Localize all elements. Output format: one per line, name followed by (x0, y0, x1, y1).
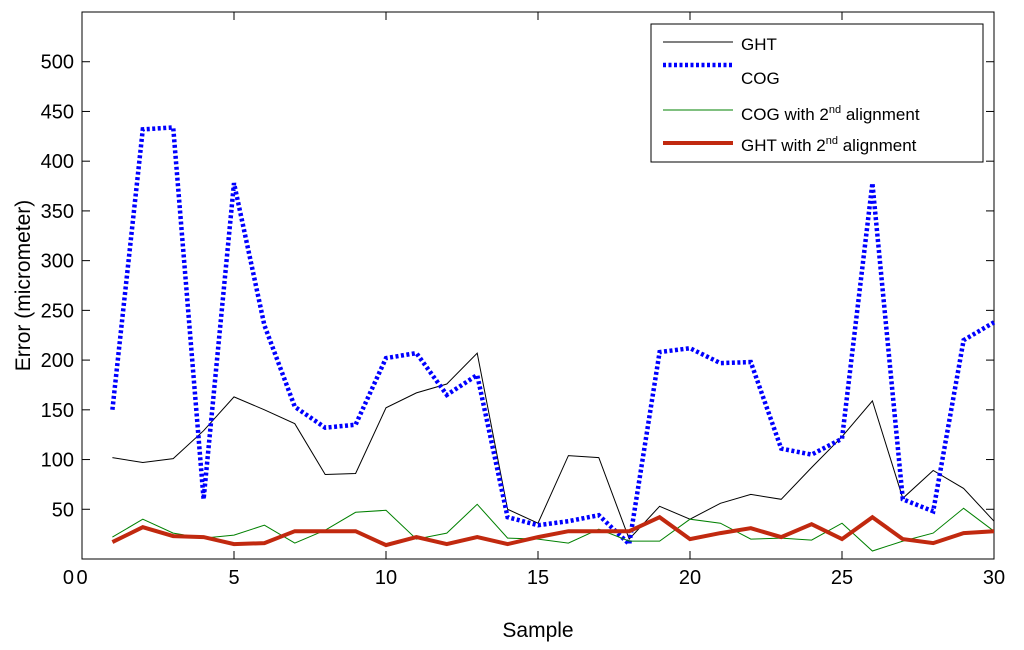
series-line-cog-with-2nd-alignment (112, 503, 995, 552)
y-tick-label: 200 (41, 350, 74, 372)
y-tick-label: 300 (41, 251, 74, 273)
legend-label: GHT (741, 35, 777, 54)
x-tick-label: 0 (76, 567, 87, 589)
x-axis-title: Sample (502, 619, 573, 642)
x-tick-label: 5 (228, 567, 239, 589)
legend-box (650, 23, 984, 163)
legend-label: COG (741, 69, 780, 88)
legend-label-main: GHT (741, 35, 777, 54)
x-tick-label: 10 (375, 567, 397, 589)
x-tick-label: 30 (983, 567, 1005, 589)
legend-label-superscript: nd (829, 104, 841, 116)
legend-label-main: COG with 2 (741, 105, 829, 124)
y-tick-label: 100 (41, 450, 74, 472)
y-tick-label: 350 (41, 201, 74, 223)
y-tick-label: 400 (41, 151, 74, 173)
y-tick-label: 250 (41, 300, 74, 322)
legend-label-tail: alignment (838, 136, 917, 155)
x-tick-label: 25 (831, 567, 853, 589)
x-tick-label: 20 (679, 567, 701, 589)
series-layer (110, 125, 996, 552)
y-tick-label: 500 (41, 52, 74, 74)
series-line-ght-with-2nd-alignment (111, 514, 995, 548)
y-tick-label: 450 (41, 101, 74, 123)
legend-label: COG with 2nd alignment (741, 104, 920, 124)
axes: 0 5 10 15 20 25 300501001502002503003504004505… (41, 12, 1005, 589)
y-axis-title: Error (micrometer) (12, 200, 35, 372)
y-tick-label: 50 (52, 499, 74, 521)
series-line-cog (110, 125, 996, 549)
y-tick-label: 0 (63, 567, 74, 589)
legend-label-main: COG (741, 69, 780, 88)
legend-label-superscript: nd (826, 135, 838, 147)
legend-label: GHT with 2nd alignment (741, 135, 917, 155)
x-tick-label: 15 (527, 567, 549, 589)
series-line-ght (112, 352, 995, 541)
legend-label-main: GHT with 2 (741, 136, 826, 155)
legend-label-tail: alignment (841, 105, 920, 124)
y-tick-label: 150 (41, 400, 74, 422)
